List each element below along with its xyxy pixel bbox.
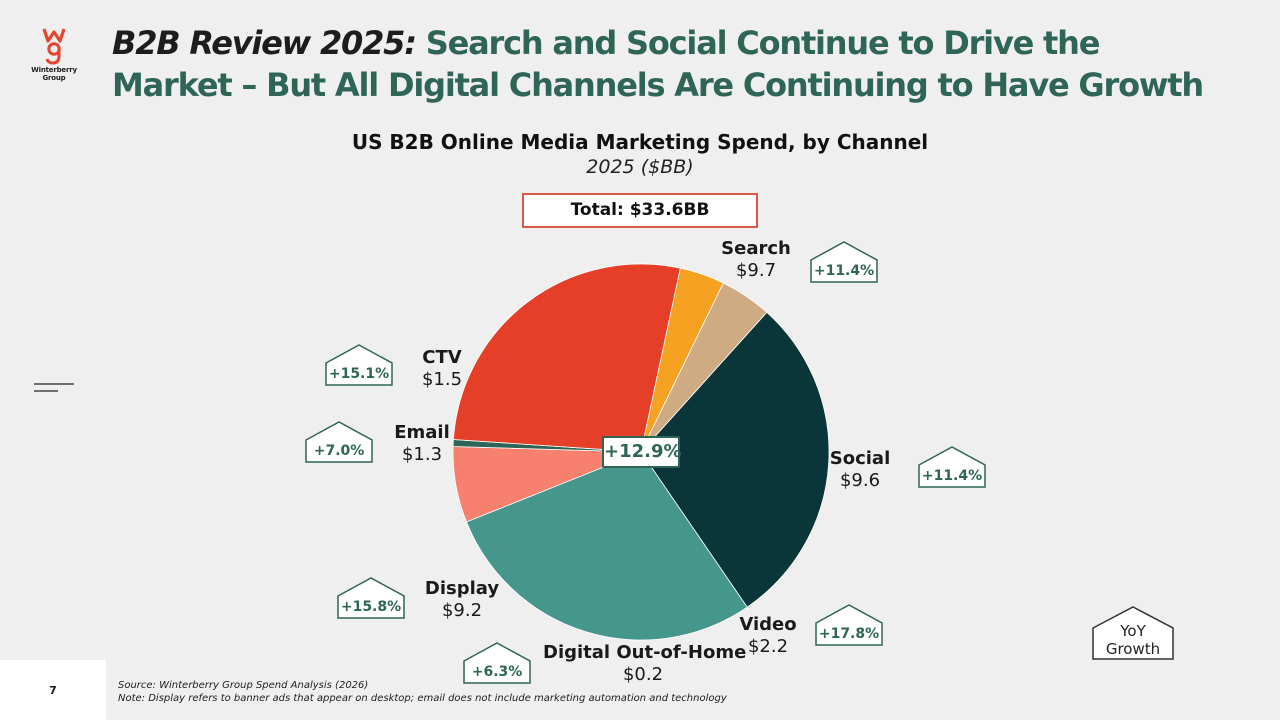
label-social: Social $9.6 — [820, 448, 900, 492]
label-display-value: $9.2 — [441, 600, 483, 621]
chart-title: US B2B Online Media Marketing Spend, by … — [351, 130, 929, 154]
total-box: Total: $33.6BB — [522, 193, 758, 228]
growth-video: +17.8% — [818, 626, 880, 642]
growth-badge-dooh: +6.3% — [463, 642, 531, 684]
page-number: 7 — [49, 684, 57, 697]
label-display-name: Display — [424, 578, 500, 599]
growth-search: +11.4% — [813, 263, 875, 279]
page-number-box: 7 — [0, 660, 106, 720]
label-dooh-name: Digital Out-of-Home — [543, 642, 747, 663]
logo-text-line2: Group — [42, 74, 66, 82]
label-ctv-name: CTV — [422, 347, 462, 368]
label-dooh: Digital Out-of-Home $0.2 — [543, 642, 747, 686]
pie-slice-display — [452, 263, 681, 453]
growth-dooh: +6.3% — [471, 664, 523, 680]
label-email-value: $1.3 — [401, 444, 443, 465]
page-title: B2B Review 2025: Search and Social Conti… — [112, 22, 1222, 106]
logo-text-line1: Winterberry — [31, 66, 77, 74]
pie-slice-search — [640, 311, 830, 608]
label-email: Email $1.3 — [386, 422, 458, 466]
yoy-key-line2: Growth — [1105, 640, 1161, 658]
label-search-name: Search — [721, 238, 791, 259]
growth-ctv: +15.1% — [328, 366, 390, 382]
title-emphasis: B2B Review 2025: — [112, 24, 417, 62]
yoy-key-line1: YoY — [1120, 622, 1146, 640]
title-rest: Search and Social Continue to Drive the … — [112, 24, 1204, 104]
label-video: Video $2.2 — [728, 614, 808, 658]
growth-badge-display: +15.8% — [337, 577, 405, 619]
growth-badge-search: +11.4% — [810, 241, 878, 283]
growth-social: +11.4% — [921, 468, 983, 484]
label-social-value: $9.6 — [839, 470, 881, 491]
label-video-value: $2.2 — [747, 636, 789, 657]
label-video-name: Video — [739, 614, 797, 635]
center-growth-badge: +12.9% — [602, 436, 682, 468]
growth-display: +15.8% — [340, 599, 402, 615]
label-email-name: Email — [394, 422, 450, 443]
growth-badge-email: +7.0% — [305, 421, 373, 463]
growth-email: +7.0% — [313, 443, 365, 459]
label-ctv: CTV $1.5 — [406, 347, 478, 391]
label-display: Display $9.2 — [412, 578, 512, 622]
chart-subtitle: 2025 ($BB) — [586, 156, 694, 178]
footnote-source: Source: Winterberry Group Spend Analysis… — [118, 680, 369, 691]
winterberry-logo: Winterberry Group — [30, 26, 78, 90]
growth-badge-video: +17.8% — [815, 604, 883, 646]
label-search-value: $9.7 — [735, 260, 777, 281]
growth-badge-ctv: +15.1% — [325, 344, 393, 386]
wg-logo-icon — [42, 28, 66, 65]
yoy-growth-key: YoY Growth — [1092, 606, 1174, 660]
label-search: Search $9.7 — [706, 238, 806, 282]
footnote: Source: Winterberry Group Spend Analysis… — [118, 679, 727, 705]
label-social-name: Social — [829, 448, 891, 469]
label-ctv-value: $1.5 — [421, 369, 463, 390]
pie-slice-social — [465, 451, 748, 641]
growth-badge-social: +11.4% — [918, 446, 986, 488]
pie-slice-ctv — [640, 282, 768, 453]
label-dooh-value: $0.2 — [622, 664, 664, 685]
menu-lines-icon[interactable] — [32, 380, 76, 396]
footnote-note: Note: Display refers to banner ads that … — [118, 693, 727, 704]
